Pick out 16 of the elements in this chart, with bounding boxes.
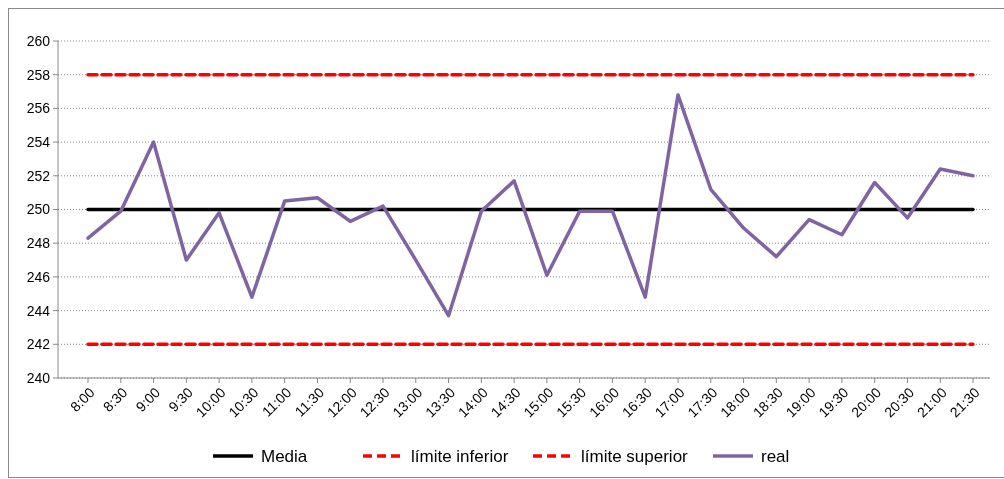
- y-tick-label: 252: [26, 167, 51, 184]
- y-tick-label: 244: [26, 302, 51, 319]
- legend-label: límite inferior: [411, 446, 509, 466]
- y-tick-label: 242: [26, 336, 51, 353]
- y-tick-label: 258: [26, 66, 51, 83]
- line-series: [86, 93, 975, 318]
- y-tick-label: 240: [26, 369, 51, 386]
- y-tick-label: 250: [26, 201, 51, 218]
- legend-label: límite superior: [581, 446, 689, 466]
- y-tick-label: 246: [26, 268, 51, 285]
- legend-label: real: [761, 446, 790, 466]
- y-tick-label: 256: [26, 100, 51, 117]
- y-tick-label: 254: [26, 134, 51, 150]
- y-tick-label: 260: [26, 32, 51, 49]
- y-tick-label: 248: [26, 235, 51, 252]
- legend-label: Media: [261, 446, 308, 466]
